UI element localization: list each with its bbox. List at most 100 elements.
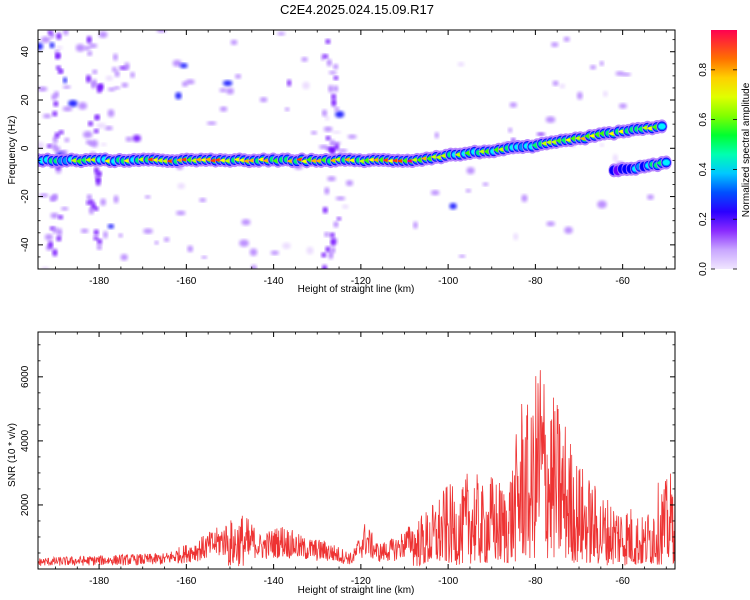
x-tick-label: -140 <box>264 576 284 587</box>
noise-blob <box>546 221 556 227</box>
noise-blob <box>552 80 559 86</box>
noise-blob <box>328 70 337 75</box>
noise-blob <box>284 107 290 112</box>
streak-blob <box>54 132 60 138</box>
streak-blob <box>321 252 327 258</box>
y-tick-label: 2000 <box>20 493 31 516</box>
y-tick-label: 6000 <box>20 365 31 388</box>
spectrogram-heatmap <box>38 30 672 269</box>
noise-blob <box>335 196 346 201</box>
noise-blob <box>337 148 348 153</box>
noise-blob <box>259 97 268 103</box>
noise-blob <box>38 42 44 50</box>
x-tick-label: -100 <box>438 576 458 587</box>
streak-blob <box>325 135 331 141</box>
streak-blob <box>92 69 98 75</box>
x-tick-label: -160 <box>176 576 196 587</box>
streak-blob <box>56 32 62 40</box>
noise-blob <box>603 90 608 97</box>
streak-blob <box>333 85 339 92</box>
streak-blob <box>328 251 334 260</box>
snr-xlabel: Height of straight line (km) <box>298 585 415 596</box>
streak-blob <box>51 143 57 150</box>
noise-blob <box>68 100 78 107</box>
noise-blob <box>564 226 573 234</box>
noise-blob <box>80 228 89 234</box>
streak-blob <box>88 121 94 127</box>
streak-blob <box>53 91 59 99</box>
noise-blob <box>125 136 133 142</box>
streak-blob <box>58 130 64 135</box>
noise-blob <box>318 144 329 149</box>
streak-blob <box>333 75 339 81</box>
colorbar-tick-label: 0.6 <box>698 112 709 126</box>
streak-blob <box>52 248 58 257</box>
noise-blob <box>120 254 128 261</box>
streak-blob <box>323 54 329 59</box>
noise-blob <box>302 81 310 90</box>
noise-blob <box>599 61 604 66</box>
noise-blob <box>143 228 153 234</box>
noise-blob <box>82 131 93 139</box>
noise-blob <box>234 74 242 79</box>
colorbar-ticks: 0.0 0.2 0.4 0.6 0.8 <box>698 62 737 276</box>
streak-blob <box>46 144 52 149</box>
noise-blob <box>287 79 292 87</box>
streak-blob <box>87 51 93 56</box>
noise-blob <box>310 131 318 135</box>
noise-blob <box>589 65 597 70</box>
streak-blob <box>329 139 335 147</box>
x-tick-label: -120 <box>351 276 371 287</box>
noise-blob <box>332 130 342 134</box>
spectrogram-ylabel: Frequency (Hz) <box>7 116 18 185</box>
noise-blob <box>107 87 116 92</box>
streak-blob <box>324 231 330 237</box>
noise-blob <box>222 80 233 87</box>
noise-blob <box>64 137 70 143</box>
streak-blob <box>52 226 58 234</box>
colorbar-tick-label: 0.4 <box>698 162 709 176</box>
streak-blob <box>97 238 103 245</box>
snr-series-line <box>38 370 675 567</box>
streak-blob <box>91 79 97 87</box>
streak-blob <box>331 93 337 100</box>
x-tick-label: -180 <box>89 576 109 587</box>
streak-blob <box>329 232 335 238</box>
noise-blob <box>78 102 88 110</box>
streak-blob <box>325 39 331 44</box>
noise-blob <box>124 62 130 70</box>
x-tick-label: -140 <box>264 276 284 287</box>
noise-blob <box>249 248 258 256</box>
noise-blob <box>336 216 342 221</box>
x-tick-label: -60 <box>615 576 630 587</box>
ridge-blob <box>658 123 666 129</box>
noise-blob <box>118 233 123 238</box>
noise-blob <box>187 245 194 253</box>
noise-blob <box>301 57 308 62</box>
streak-blob <box>331 98 337 107</box>
noise-blob <box>175 92 182 100</box>
noise-blob <box>551 42 559 48</box>
streak-blob <box>52 111 58 117</box>
colorbar-label: Normalized spectral amplitude <box>741 82 750 217</box>
noise-blob <box>88 43 98 49</box>
noise-blob <box>599 143 604 147</box>
streak-blob <box>49 196 55 202</box>
streak-blob <box>54 49 60 55</box>
noise-blob <box>347 134 357 139</box>
noise-blob <box>41 266 49 269</box>
streak-blob <box>333 63 339 70</box>
noise-blob <box>230 39 238 45</box>
noise-blob <box>324 116 330 121</box>
noise-blob <box>55 46 63 50</box>
noise-blob <box>458 254 466 258</box>
noise-blob <box>219 88 228 93</box>
noise-blob <box>63 30 69 36</box>
noise-blob <box>430 190 440 196</box>
noise-blob <box>226 87 234 95</box>
streak-blob <box>93 236 99 241</box>
noise-blob <box>44 233 53 241</box>
streak-blob <box>322 206 328 214</box>
noise-blob <box>612 154 618 163</box>
